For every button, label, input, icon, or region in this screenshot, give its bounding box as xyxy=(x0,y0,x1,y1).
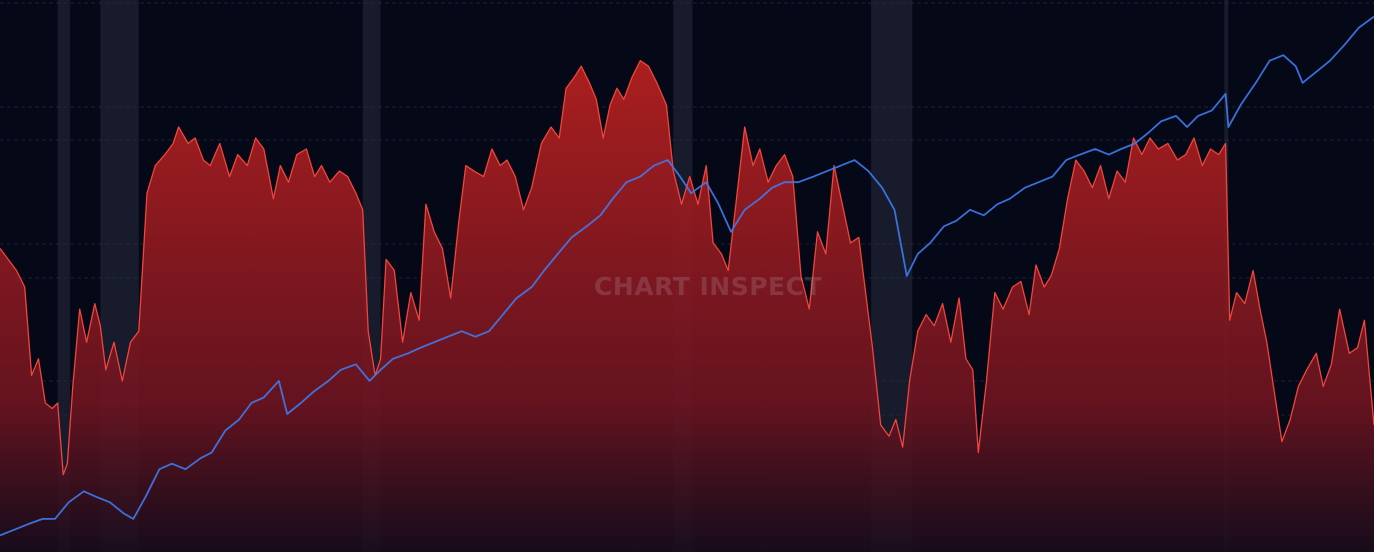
recession-band-0 xyxy=(57,0,71,552)
index-series xyxy=(0,15,1374,537)
area-outline xyxy=(0,60,1374,476)
area-fill xyxy=(0,60,1374,552)
area-series xyxy=(0,60,1374,552)
index-line xyxy=(0,15,1374,537)
